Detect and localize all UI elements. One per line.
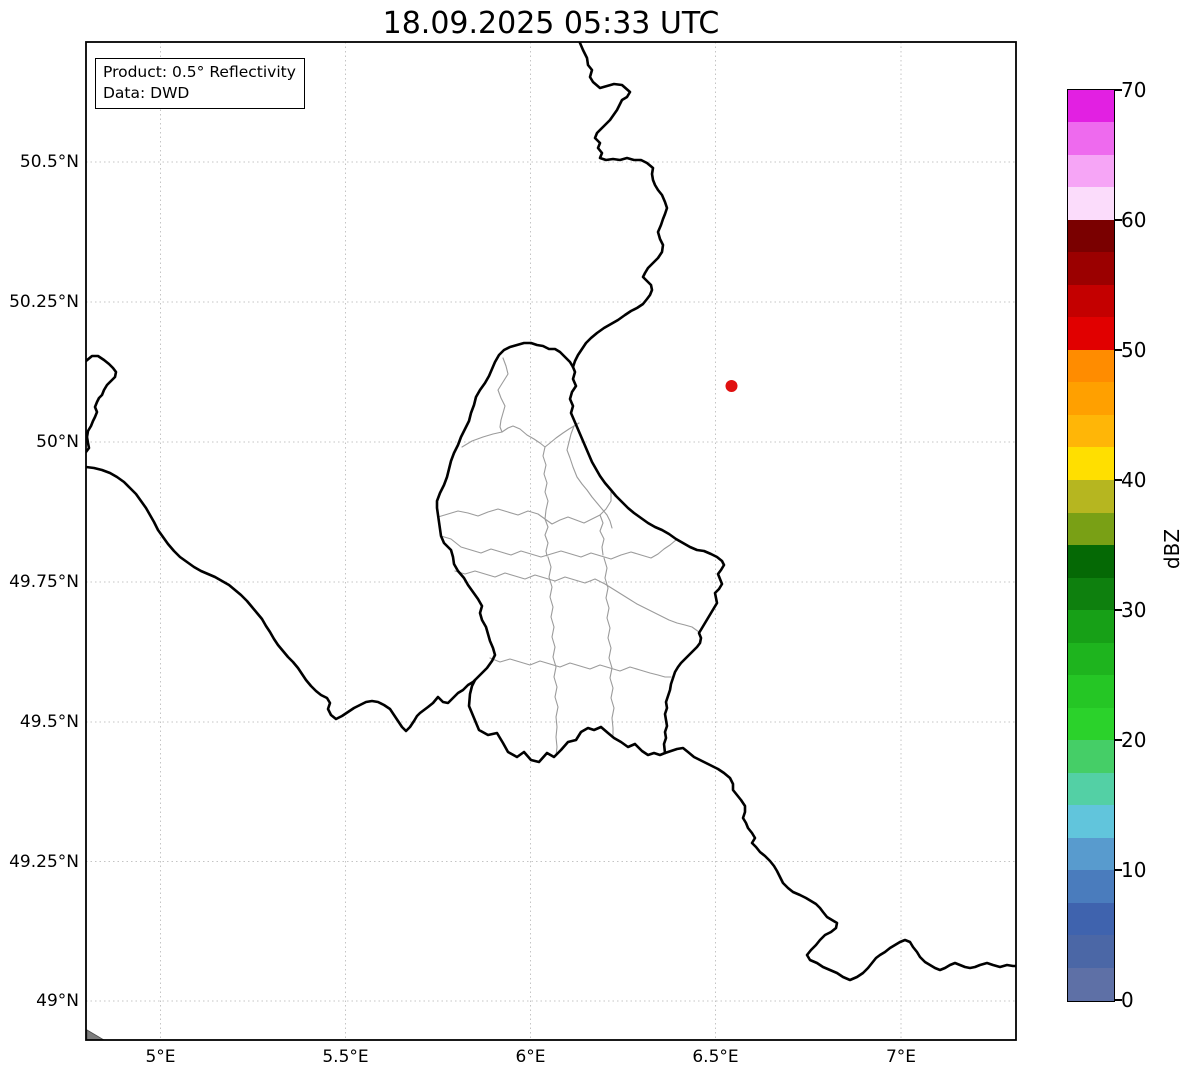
colorbar-segment <box>1067 219 1114 253</box>
colorbar-tick-label: 0 <box>1121 988 1134 1012</box>
colorbar-tickmark <box>1114 89 1122 91</box>
colorbar-segment <box>1067 414 1114 448</box>
district-border-line <box>437 490 612 525</box>
graticule-gridlines <box>86 42 1016 1040</box>
colorbar-segment <box>1067 740 1114 773</box>
country-borders <box>86 42 1016 982</box>
colorbar-segment <box>1067 447 1114 480</box>
plot-frame <box>85 41 1017 1041</box>
radar-location-marker <box>725 380 738 392</box>
colorbar-tickmark <box>1114 739 1122 741</box>
luxembourg-border <box>435 341 726 764</box>
colorbar-segment <box>1067 382 1114 415</box>
colorbar-segment <box>1067 935 1114 968</box>
x-tick-label: 5°E <box>145 1047 176 1067</box>
colorbar-segment <box>1067 317 1114 350</box>
france-germany-border <box>663 746 1016 982</box>
colorbar-segment <box>1067 837 1114 871</box>
colorbar-tickmark <box>1114 219 1122 221</box>
district-border-line <box>544 518 549 557</box>
y-tick-label: 50.25°N <box>9 292 79 312</box>
colorbar-tick-label: 10 <box>1121 858 1147 882</box>
colorbar-segment <box>1067 577 1114 611</box>
colorbar-segment <box>1067 512 1114 546</box>
y-tick-label: 49.75°N <box>9 572 79 592</box>
corner-border-patch <box>86 1029 105 1040</box>
product-info-line: Product: 0.5° Reflectivity <box>103 63 296 81</box>
y-tick-label: 50.5°N <box>19 152 79 172</box>
x-tick-label: 6°E <box>515 1047 546 1067</box>
product-info-box: Product: 0.5° Reflectivity Data: DWD <box>95 58 305 109</box>
figure-title: 18.09.2025 05:33 UTC <box>382 6 720 41</box>
colorbar-segment <box>1067 772 1114 806</box>
colorbar-segment <box>1067 610 1114 643</box>
colorbar-tick-label: 50 <box>1121 338 1147 362</box>
colorbar <box>1066 88 1115 1002</box>
colorbar-segment <box>1067 967 1114 1001</box>
data-source-line: Data: DWD <box>103 84 190 102</box>
district-border-line <box>497 357 509 433</box>
colorbar-segment <box>1067 349 1114 383</box>
colorbar-tick-label: 30 <box>1121 598 1147 622</box>
district-border-line <box>440 535 677 560</box>
x-tick-label: 7°E <box>885 1047 917 1067</box>
colorbar-segment <box>1067 870 1114 903</box>
district-border-line <box>547 556 559 757</box>
colorbar-tickmark <box>1114 479 1122 481</box>
givet-border-fragment <box>86 354 118 454</box>
belgium-germany-border <box>571 42 669 369</box>
colorbar-segment <box>1067 545 1114 578</box>
district-borders <box>437 357 700 757</box>
colorbar-tick-label: 60 <box>1121 208 1147 232</box>
colorbar-segment <box>1067 805 1114 838</box>
colorbar-segment <box>1067 284 1114 318</box>
y-tick-label: 49.5°N <box>19 712 79 732</box>
y-tick-label: 50°N <box>36 432 79 452</box>
district-border-line <box>603 557 615 736</box>
colorbar-tickmark <box>1114 349 1122 351</box>
colorbar-tick-label: 40 <box>1121 468 1147 492</box>
colorbar-segment <box>1067 480 1114 513</box>
colorbar-tick-label: 20 <box>1121 728 1147 752</box>
colorbar-segment <box>1067 187 1114 220</box>
x-tick-label: 6.5°E <box>692 1047 739 1067</box>
y-tick-label: 49°N <box>36 991 79 1011</box>
colorbar-segment <box>1067 707 1114 741</box>
colorbar-segment <box>1067 675 1114 708</box>
district-border-line <box>566 425 613 529</box>
x-tick-label: 5.5°E <box>322 1047 369 1067</box>
colorbar-segment <box>1067 154 1114 188</box>
colorbar-axis-label: dBZ <box>1160 528 1184 570</box>
district-border-line <box>489 657 672 678</box>
district-border-line <box>542 446 549 520</box>
colorbar-segment <box>1067 89 1114 123</box>
colorbar-tickmark <box>1114 869 1122 871</box>
colorbar-segment <box>1067 902 1114 936</box>
district-border-line <box>461 422 580 448</box>
colorbar-tick-label: 70 <box>1121 78 1147 102</box>
y-tick-label: 49.25°N <box>9 851 79 872</box>
colorbar-segment <box>1067 642 1114 676</box>
colorbar-tickmark <box>1114 999 1122 1001</box>
district-border-line <box>599 514 605 556</box>
colorbar-segment <box>1067 252 1114 285</box>
france-belgium-border <box>86 465 477 733</box>
colorbar-tickmark <box>1114 609 1122 611</box>
district-border-line <box>454 570 700 633</box>
colorbar-segment <box>1067 122 1114 155</box>
